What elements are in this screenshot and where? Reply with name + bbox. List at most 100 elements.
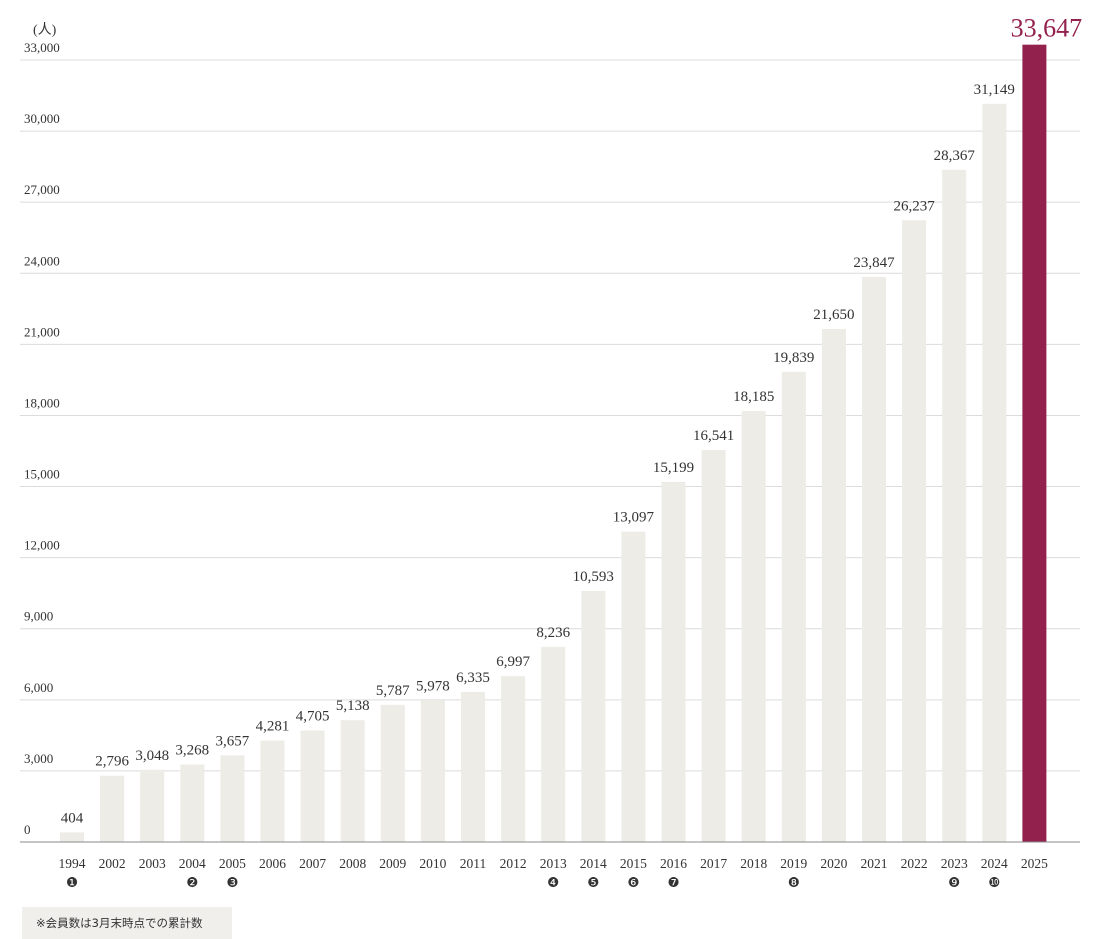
- x-tick-label-2015: 2015: [620, 856, 647, 871]
- bar-2018: [741, 411, 766, 842]
- x-tick-label-2009: 2009: [379, 856, 406, 871]
- x-tick-label-2005: 2005: [219, 856, 246, 871]
- footnote: ※会員数は3月末時点での累計数: [22, 907, 232, 939]
- bar-2002: [100, 775, 125, 842]
- y-tick-label: 3,000: [24, 751, 53, 766]
- data-label-2025: 33,647: [1011, 14, 1083, 43]
- y-unit-label: (人): [33, 22, 57, 38]
- bar-2015: [621, 531, 646, 842]
- x-tick-label-2012: 2012: [500, 856, 527, 871]
- y-tick-label: 33,000: [24, 40, 60, 55]
- data-label-2005: 3,657: [216, 733, 250, 749]
- marker-2014: ❺: [587, 875, 599, 890]
- x-tick-label-2020: 2020: [820, 856, 847, 871]
- bar-chart: (人) 0 3,000 6,000 9,000 12,000 15,000 18,000 21,…: [20, 14, 1083, 890]
- data-label-2010: 5,978: [416, 678, 450, 694]
- x-tick-label-2017: 2017: [700, 856, 727, 871]
- bar-2007: [300, 730, 325, 842]
- bar-2025: [1022, 44, 1047, 842]
- bar-2020: [821, 328, 846, 843]
- bar-2004: [180, 764, 205, 842]
- data-label-2014: 10,593: [573, 569, 614, 585]
- bar-2022: [902, 220, 927, 843]
- bar-2021: [862, 276, 886, 842]
- x-tick-label-2019: 2019: [780, 856, 807, 871]
- y-tick-label: 0: [24, 822, 31, 837]
- marker-2005: ❸: [226, 875, 238, 890]
- data-label-2009: 5,787: [376, 683, 410, 699]
- bar-2017: [701, 450, 726, 842]
- data-label-2002: 2,796: [95, 754, 129, 770]
- data-label-2019: 19,839: [773, 350, 814, 366]
- data-label-2016: 15,199: [653, 460, 694, 476]
- y-tick-label: 15,000: [24, 467, 60, 482]
- bar-2014: [581, 590, 606, 842]
- bar-2006: [260, 740, 285, 842]
- y-tick-label: 27,000: [24, 182, 60, 197]
- data-label-2013: 8,236: [536, 625, 570, 641]
- marker-2016: ❼: [667, 875, 679, 890]
- y-tick-label: 6,000: [24, 680, 53, 695]
- data-label-2024: 31,149: [974, 82, 1015, 98]
- bar-2009: [380, 704, 405, 842]
- x-tick-label-2011: 2011: [460, 856, 487, 871]
- marker-2004: ❷: [186, 875, 198, 890]
- x-tick-label-2010: 2010: [419, 856, 446, 871]
- y-tick-label: 18,000: [24, 395, 60, 410]
- data-label-2015: 13,097: [613, 510, 655, 526]
- x-tick-label-2016: 2016: [660, 856, 687, 871]
- x-tick-label-1994: 1994: [59, 856, 86, 871]
- marker-2019: ❽: [788, 875, 800, 890]
- x-tick-label-2003: 2003: [139, 856, 166, 871]
- y-tick-label: 9,000: [24, 609, 53, 624]
- data-label-2021: 23,847: [853, 255, 895, 271]
- y-tick-label: 30,000: [24, 111, 60, 126]
- bar-2019: [781, 371, 806, 842]
- bar-2012: [501, 676, 526, 842]
- x-tick-label-2006: 2006: [259, 856, 286, 871]
- data-label-2012: 6,997: [496, 654, 530, 670]
- bar-2023: [942, 169, 967, 842]
- x-tick-label-2025: 2025: [1021, 856, 1048, 871]
- bar-2008: [340, 720, 365, 842]
- bar-2010: [420, 700, 445, 842]
- x-tick-label-2023: 2023: [941, 856, 968, 871]
- marker-1994: ❶: [66, 875, 78, 890]
- x-tick-label-2014: 2014: [580, 856, 607, 871]
- bar-1994: [60, 832, 84, 842]
- x-tick-label-2018: 2018: [740, 856, 767, 871]
- marker-2015: ❻: [627, 875, 639, 890]
- bar-2013: [541, 646, 566, 842]
- y-tick-label: 12,000: [24, 538, 60, 553]
- data-label-2006: 4,281: [256, 719, 290, 735]
- data-label-2004: 3,268: [175, 743, 209, 759]
- data-label-1994: 404: [61, 810, 84, 826]
- bar-2003: [140, 769, 165, 842]
- data-label-2017: 16,541: [693, 428, 734, 444]
- marker-2023: ❾: [948, 875, 960, 890]
- data-label-2011: 6,335: [456, 670, 490, 686]
- bar-2005: [220, 755, 245, 842]
- data-label-2022: 26,237: [893, 198, 935, 214]
- bar-2016: [661, 481, 686, 842]
- y-tick-label: 21,000: [24, 324, 60, 339]
- bar-2011: [461, 691, 485, 842]
- x-tick-label-2024: 2024: [981, 856, 1008, 871]
- data-label-2007: 4,705: [296, 709, 330, 725]
- x-tick-label-2013: 2013: [540, 856, 567, 871]
- x-tick-label-2008: 2008: [339, 856, 366, 871]
- x-tick-label-2022: 2022: [901, 856, 928, 871]
- x-tick-label-2002: 2002: [99, 856, 126, 871]
- bar-2024: [982, 103, 1007, 842]
- data-label-2018: 18,185: [733, 389, 774, 405]
- data-label-2008: 5,138: [336, 698, 370, 714]
- data-label-2020: 21,650: [813, 307, 854, 323]
- marker-2024: ❿: [988, 875, 1000, 890]
- x-tick-label-2007: 2007: [299, 856, 326, 871]
- data-label-2023: 28,367: [934, 148, 976, 164]
- x-tick-label-2004: 2004: [179, 856, 206, 871]
- y-tick-label: 24,000: [24, 253, 60, 268]
- data-label-2003: 3,048: [135, 748, 169, 764]
- marker-2013: ❹: [547, 875, 559, 890]
- x-tick-label-2021: 2021: [861, 856, 888, 871]
